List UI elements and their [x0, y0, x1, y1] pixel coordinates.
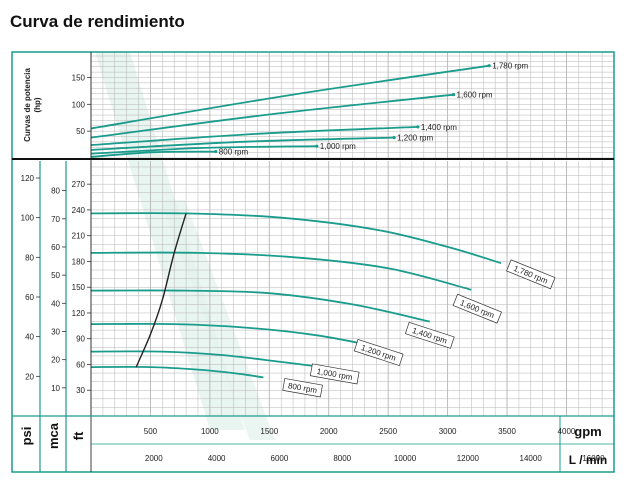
head-curve-line — [90, 365, 264, 379]
mca-y-tick-label: 70 — [51, 215, 60, 224]
ft-y-tick-label: 120 — [72, 309, 86, 318]
psi-y-tick-label: 20 — [25, 372, 34, 381]
head-curve-line — [90, 289, 430, 323]
head-curve-line — [90, 350, 323, 368]
power-curve-line — [90, 93, 454, 139]
head-curve-line — [90, 212, 502, 265]
lmin-tick-label: 14000 — [520, 454, 543, 463]
head-curve-line — [90, 251, 472, 291]
gpm-tick-label: 3000 — [439, 427, 457, 436]
lmin-tick-label: 4000 — [208, 454, 226, 463]
head-curve-line — [90, 322, 377, 348]
mca-y-tick-label: 30 — [51, 327, 60, 336]
gpm-tick-label: 2500 — [379, 427, 397, 436]
psi-y-tick-label: 100 — [21, 214, 35, 223]
mca-axis-label-group: mca — [46, 422, 61, 449]
power-y-axis-label: Curvas de potencia — [23, 68, 32, 142]
head-curve-label-box — [404, 321, 455, 349]
mca-y-tick-label: 10 — [51, 384, 60, 393]
power-curve-label: 1,400 rpm — [421, 123, 457, 132]
power-curve-line — [90, 126, 418, 146]
mca-axis-label: mca — [46, 422, 61, 449]
psi-y-tick-label: 120 — [21, 174, 35, 183]
head-curve-label-group: 1,000 rpm — [309, 363, 360, 385]
page-title: Curva de rendimiento — [10, 12, 185, 31]
power-curve-end-point — [214, 149, 218, 154]
mca-y-tick-label: 50 — [51, 271, 60, 280]
lmin-tick-label: 2000 — [145, 454, 163, 463]
gpm-tick-label: 1500 — [260, 427, 278, 436]
mca-y-tick-label: 40 — [51, 299, 60, 308]
gpm-tick-label: 4000 — [558, 427, 576, 436]
efficiency-limit-line — [135, 213, 187, 368]
lmin-tick-label: 12000 — [457, 454, 480, 463]
lmin-tick-label: 6000 — [271, 454, 289, 463]
mca-y-tick-label: 20 — [51, 356, 60, 365]
gpm-tick-label: 3500 — [498, 427, 516, 436]
watermark-band — [160, 200, 275, 440]
head-curve-label-box — [353, 339, 404, 366]
head-curve-label-box — [506, 259, 556, 290]
ft-axis-label: ft — [71, 431, 86, 440]
power-curve-label: 1,600 rpm — [457, 91, 493, 100]
head-curve-label-group: 800 rpm — [282, 378, 323, 398]
ft-y-tick-label: 240 — [72, 206, 86, 215]
gpm-axis-label: gpm — [574, 424, 601, 439]
ft-y-tick-label: 30 — [76, 386, 85, 395]
power-curve-end-point — [487, 64, 491, 68]
power-y-axis-label-group: Curvas de potencia (hp) — [23, 68, 42, 142]
lmin-tick-label: 10000 — [394, 454, 417, 463]
power-y-tick-label: 50 — [76, 127, 85, 136]
power-curve-line — [90, 64, 490, 130]
ft-y-tick-label: 270 — [72, 180, 86, 189]
power-y-tick-label: 150 — [72, 73, 86, 82]
mca-y-tick-label: 60 — [51, 243, 60, 252]
ft-y-tick-label: 150 — [72, 283, 86, 292]
head-curve-label-box — [282, 378, 323, 398]
power-y-tick-label: 100 — [72, 100, 86, 109]
psi-y-tick-label: 80 — [25, 253, 34, 262]
power-curve-end-point — [392, 136, 396, 140]
mca-y-tick-label: 80 — [51, 187, 60, 196]
ft-y-tick-label: 60 — [76, 360, 85, 369]
ft-y-tick-label: 180 — [72, 257, 86, 266]
gpm-tick-label: 2000 — [320, 427, 338, 436]
power-curve-line — [90, 136, 395, 151]
psi-y-tick-label: 60 — [25, 293, 34, 302]
power-curve-label: 1,000 rpm — [320, 142, 356, 151]
gpm-tick-label: 500 — [144, 427, 158, 436]
power-curve-label: 800 rpm — [219, 148, 249, 157]
watermark-band — [95, 52, 245, 430]
power-y-axis-label: (hp) — [33, 97, 42, 112]
power-curve-end-point — [416, 125, 420, 129]
psi-axis-label: psi — [19, 427, 34, 446]
ft-y-tick-label: 210 — [72, 232, 86, 241]
ft-y-tick-label: 90 — [76, 335, 85, 344]
gpm-tick-label: 1000 — [201, 427, 219, 436]
power-curve-end-point — [451, 93, 456, 97]
psi-y-tick-label: 40 — [25, 333, 34, 342]
power-curve-label: 1,200 rpm — [397, 134, 433, 143]
lmin-tick-label: 16000 — [582, 454, 605, 463]
power-curve-line — [90, 150, 216, 158]
head-curve-label-box — [452, 293, 502, 324]
power-curve-end-point — [315, 144, 319, 148]
power-curve-label: 1,780 rpm — [492, 62, 528, 71]
lmin-axis-label: L / min — [569, 453, 607, 467]
psi-axis-label-group: psi — [19, 427, 34, 446]
lmin-tick-label: 8000 — [333, 454, 351, 463]
chart-frame — [11, 51, 615, 473]
ft-axis-label-group: ft — [71, 431, 86, 440]
head-curve-label-box — [309, 363, 360, 385]
power-curve-line — [90, 145, 317, 155]
